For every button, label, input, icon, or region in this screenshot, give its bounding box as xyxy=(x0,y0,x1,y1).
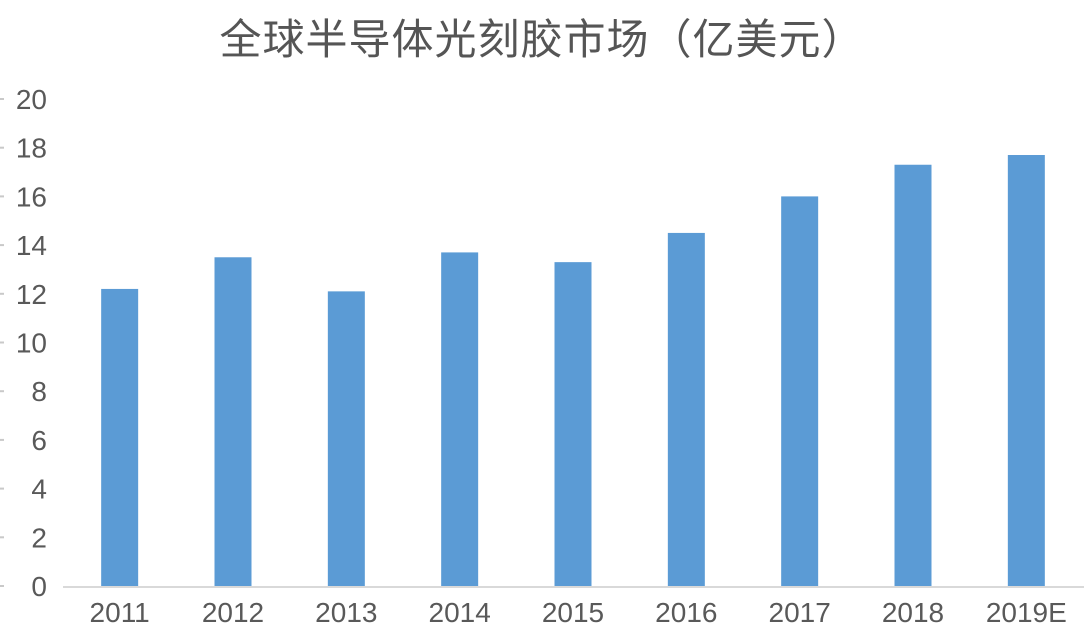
y-axis-tick-label: 6 xyxy=(31,425,47,456)
y-tick-mark xyxy=(0,292,4,295)
y-axis-tick-label: 18 xyxy=(16,133,47,164)
y-tick-mark xyxy=(0,244,4,247)
x-axis-label-2011: 2011 xyxy=(90,597,150,628)
x-axis-label-2012: 2012 xyxy=(202,597,264,628)
x-axis-label-2019E: 2019E xyxy=(986,597,1067,628)
bar-2016 xyxy=(667,232,705,587)
bar-2019E xyxy=(1007,155,1045,586)
bar-2017 xyxy=(781,196,819,586)
y-tick-mark xyxy=(0,195,4,198)
bar-2012 xyxy=(214,257,252,586)
y-axis-tick-label: 8 xyxy=(31,376,47,407)
y-tick-mark xyxy=(0,438,4,441)
x-axis-label-2016: 2016 xyxy=(655,597,717,628)
x-axis-label-2017: 2017 xyxy=(769,597,831,628)
y-tick-mark xyxy=(0,487,4,490)
y-tick-mark xyxy=(0,390,4,393)
chart-title: 全球半导体光刻胶市场（亿美元） xyxy=(219,16,865,63)
y-tick-mark xyxy=(0,585,4,587)
x-axis-line xyxy=(63,586,1084,588)
y-axis-tick-label: 0 xyxy=(31,571,47,602)
y-tick-mark xyxy=(0,536,4,539)
bar-2014 xyxy=(441,252,479,586)
y-tick-mark xyxy=(0,341,4,344)
y-axis-tick-label: 4 xyxy=(31,474,47,505)
y-axis-tick-label: 20 xyxy=(16,84,47,115)
bar-2015 xyxy=(554,262,592,586)
y-tick-mark xyxy=(0,98,4,100)
y-tick-mark xyxy=(0,146,4,149)
x-axis-label-2014: 2014 xyxy=(429,597,491,628)
y-axis-tick-label: 16 xyxy=(16,181,47,212)
bar-2013 xyxy=(327,291,365,586)
bar-2011 xyxy=(101,288,139,586)
x-axis-label-2013: 2013 xyxy=(315,597,377,628)
y-axis-tick-label: 2 xyxy=(31,522,47,553)
y-axis-tick-label: 14 xyxy=(16,230,47,261)
y-axis-tick-label: 10 xyxy=(16,328,47,359)
bar-2018 xyxy=(894,164,932,586)
x-axis-label-2015: 2015 xyxy=(542,597,604,628)
x-axis-label-2018: 2018 xyxy=(882,597,944,628)
y-axis-tick-label: 12 xyxy=(16,279,47,310)
